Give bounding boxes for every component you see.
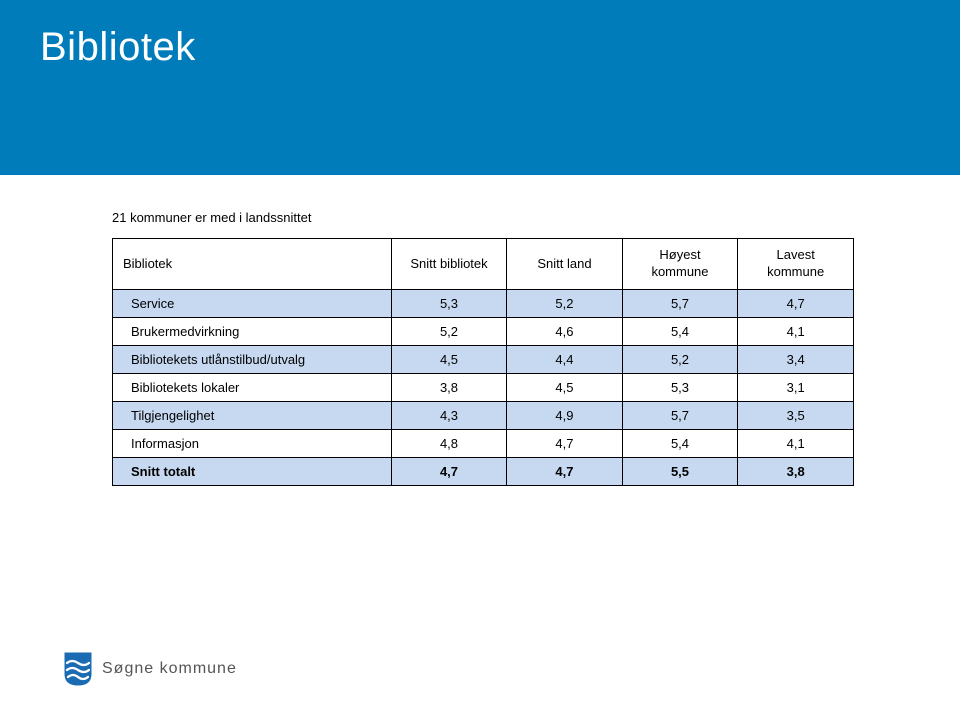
cell: 3,1 xyxy=(738,374,854,402)
col-header-0: Bibliotek xyxy=(113,239,392,290)
cell: 4,7 xyxy=(391,458,507,486)
shield-icon xyxy=(64,652,92,686)
cell: 4,4 xyxy=(507,346,622,374)
subtitle-text: 21 kommuner er med i landssnittet xyxy=(112,210,311,225)
bibliotek-table: Bibliotek Snitt bibliotek Snitt land Høy… xyxy=(112,238,854,486)
table-row: Bibliotekets lokaler3,84,55,33,1 xyxy=(113,374,854,402)
cell: 5,3 xyxy=(622,374,738,402)
table-body: Service5,35,25,74,7Brukermedvirkning5,24… xyxy=(113,290,854,486)
footer-text: Søgne kommune xyxy=(102,660,237,678)
col-header-3: Høyestkommune xyxy=(622,239,738,290)
cell: 4,7 xyxy=(738,290,854,318)
cell: 5,2 xyxy=(391,318,507,346)
row-label: Bibliotekets lokaler xyxy=(113,374,392,402)
table-row: Snitt totalt4,74,75,53,8 xyxy=(113,458,854,486)
row-label: Bibliotekets utlånstilbud/utvalg xyxy=(113,346,392,374)
cell: 4,5 xyxy=(391,346,507,374)
cell: 4,5 xyxy=(507,374,622,402)
table-row: Service5,35,25,74,7 xyxy=(113,290,854,318)
cell: 4,7 xyxy=(507,458,622,486)
col-header-1: Snitt bibliotek xyxy=(391,239,507,290)
row-label: Informasjon xyxy=(113,430,392,458)
col-header-2: Snitt land xyxy=(507,239,622,290)
cell: 3,4 xyxy=(738,346,854,374)
footer-logo: Søgne kommune xyxy=(64,652,237,686)
cell: 5,4 xyxy=(622,318,738,346)
table-row: Bibliotekets utlånstilbud/utvalg4,54,45,… xyxy=(113,346,854,374)
cell: 5,2 xyxy=(622,346,738,374)
cell: 5,5 xyxy=(622,458,738,486)
cell: 5,7 xyxy=(622,402,738,430)
header-band: Bibliotek xyxy=(0,0,960,175)
cell: 4,9 xyxy=(507,402,622,430)
col-header-4: Lavestkommune xyxy=(738,239,854,290)
cell: 4,6 xyxy=(507,318,622,346)
row-label: Brukermedvirkning xyxy=(113,318,392,346)
cell: 4,7 xyxy=(507,430,622,458)
cell: 5,3 xyxy=(391,290,507,318)
cell: 5,2 xyxy=(507,290,622,318)
cell: 3,8 xyxy=(738,458,854,486)
cell: 3,5 xyxy=(738,402,854,430)
cell: 4,1 xyxy=(738,430,854,458)
row-label: Snitt totalt xyxy=(113,458,392,486)
cell: 5,7 xyxy=(622,290,738,318)
cell: 3,8 xyxy=(391,374,507,402)
page-title: Bibliotek xyxy=(40,25,196,70)
table-row: Informasjon4,84,75,44,1 xyxy=(113,430,854,458)
table-row: Tilgjengelighet4,34,95,73,5 xyxy=(113,402,854,430)
cell: 4,3 xyxy=(391,402,507,430)
row-label: Service xyxy=(113,290,392,318)
cell: 4,1 xyxy=(738,318,854,346)
table-row: Brukermedvirkning5,24,65,44,1 xyxy=(113,318,854,346)
row-label: Tilgjengelighet xyxy=(113,402,392,430)
cell: 5,4 xyxy=(622,430,738,458)
cell: 4,8 xyxy=(391,430,507,458)
table-header-row: Bibliotek Snitt bibliotek Snitt land Høy… xyxy=(113,239,854,290)
